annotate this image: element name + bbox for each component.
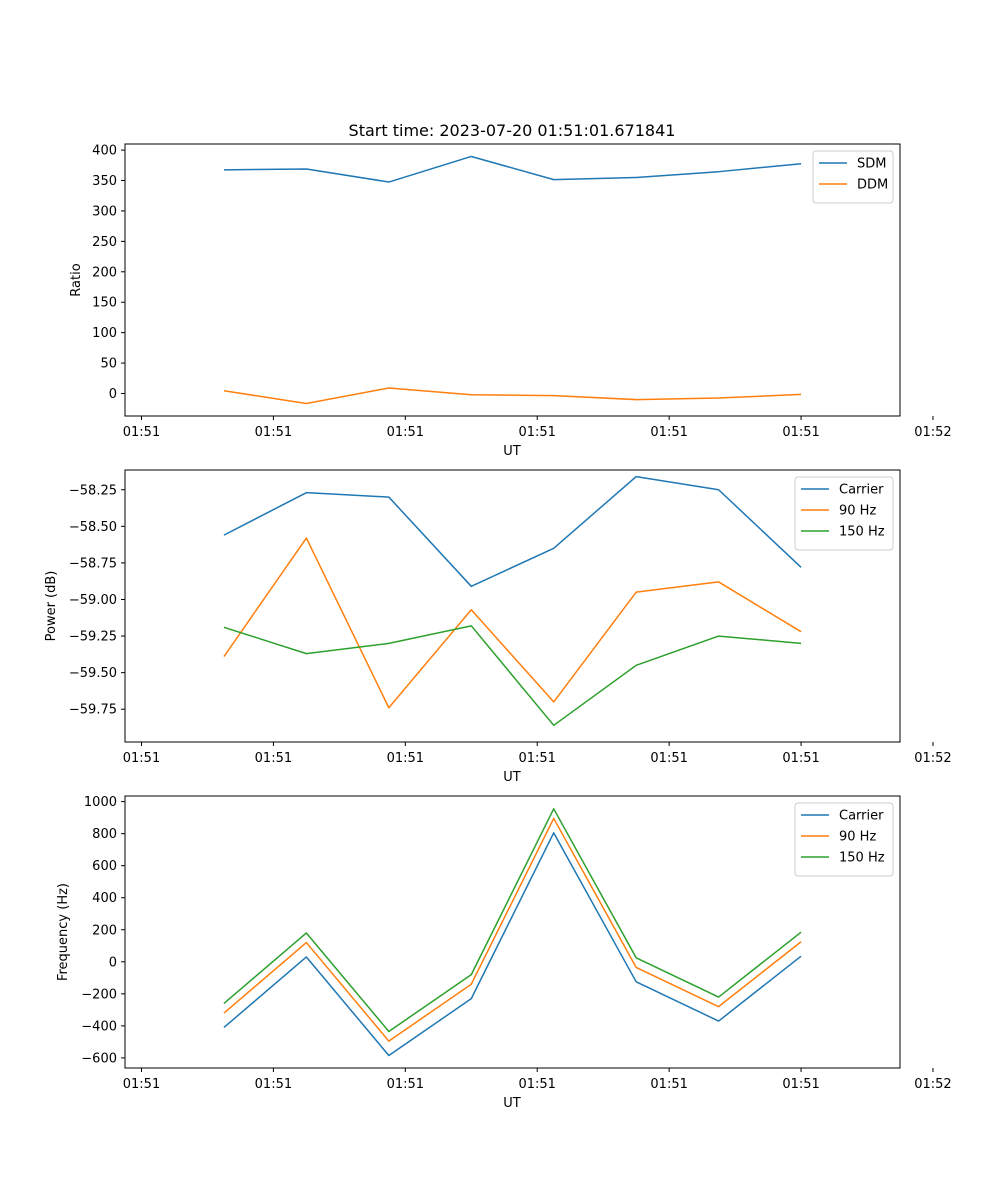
y-tick-label: −58.25	[69, 483, 117, 498]
x-axis-label: UT	[503, 444, 521, 459]
chart-2: 01:51 01:51 01:51 01:51 01:51 01:51 01:52 −59.7…	[44, 469, 952, 785]
y-tick-label: 400	[92, 144, 117, 159]
axes-frame	[124, 795, 901, 1069]
legend-label: SDM	[857, 157, 886, 172]
x-tick-label: 01:51	[518, 751, 555, 766]
x-tick-label: 01:51	[782, 751, 819, 766]
y-tick-label: 0	[109, 387, 117, 402]
series-line-sdm	[223, 155, 802, 183]
y-tick-label: −59.75	[69, 703, 117, 718]
x-tick-label: 01:51	[123, 1077, 160, 1092]
y-tick-label: 300	[92, 204, 117, 219]
x-tick-label: 01:51	[650, 425, 687, 440]
legend-label: Carrier	[839, 809, 884, 824]
y-tick-label: 200	[92, 265, 117, 280]
series-line-150-hz	[223, 808, 802, 1033]
y-tick-label: 0	[109, 955, 117, 970]
y-tick-label: −58.75	[69, 556, 117, 571]
series-line-carrier	[223, 475, 802, 588]
legend: SDM DDM	[812, 150, 894, 204]
x-tick-label: 01:51	[650, 1077, 687, 1092]
legend-label: Carrier	[839, 483, 884, 498]
y-tick-label: 350	[92, 174, 117, 189]
series-line-ddm	[223, 387, 802, 405]
legend-label: 150 Hz	[839, 851, 885, 866]
x-tick-label: 01:51	[255, 425, 292, 440]
x-tick-label: 01:51	[255, 751, 292, 766]
x-tick-label: 01:51	[387, 1077, 424, 1092]
y-tick-label: 600	[92, 859, 117, 874]
legend-label: DDM	[857, 178, 888, 193]
chart-1: 01:51 01:51 01:51 01:51 01:51 01:51 01:52 0 50 10…	[69, 143, 952, 459]
y-tick-label: 1000	[84, 795, 117, 810]
x-axis-label: UT	[503, 1096, 521, 1111]
x-tick-label: 01:51	[387, 425, 424, 440]
chart-3: 01:51 01:51 01:51 01:51 01:51 01:51 01:52 −600 −…	[56, 795, 952, 1111]
y-axis-label: Frequency (Hz)	[56, 883, 71, 981]
y-tick-label: 100	[92, 326, 117, 341]
y-tick-label: −59.00	[69, 593, 117, 608]
y-tick-label: −59.50	[69, 666, 117, 681]
y-axis-label: Ratio	[69, 263, 84, 296]
y-tick-label: −600	[81, 1051, 117, 1066]
figure-title: Start time: 2023-07-20 01:51:01.671841	[349, 121, 676, 140]
legend-box	[812, 150, 894, 204]
legend-label: 90 Hz	[839, 504, 876, 519]
y-tick-label: −400	[81, 1019, 117, 1034]
x-axis-label: UT	[503, 770, 521, 785]
y-tick-label: 400	[92, 891, 117, 906]
x-tick-label: 01:52	[914, 751, 951, 766]
y-tick-label: 200	[92, 923, 117, 938]
series-line-carrier	[223, 832, 802, 1057]
x-tick-label: 01:51	[518, 1077, 555, 1092]
y-tick-label: 150	[92, 296, 117, 311]
series-line-90-hz	[223, 537, 802, 709]
series-line-150-hz	[223, 625, 802, 727]
x-tick-label: 01:52	[914, 1077, 951, 1092]
legend-label: 150 Hz	[839, 525, 885, 540]
y-tick-label: −59.25	[69, 630, 117, 645]
x-tick-label: 01:51	[123, 425, 160, 440]
x-tick-label: 01:51	[387, 751, 424, 766]
y-tick-label: 50	[100, 357, 117, 372]
y-tick-label: 800	[92, 827, 117, 842]
x-tick-label: 01:51	[123, 751, 160, 766]
x-tick-label: 01:51	[782, 1077, 819, 1092]
y-tick-label: −58.50	[69, 520, 117, 535]
legend-label: 90 Hz	[839, 830, 876, 845]
y-tick-label: 250	[92, 235, 117, 250]
series-line-90-hz	[223, 817, 802, 1042]
axes-frame	[124, 143, 901, 417]
x-tick-label: 01:51	[255, 1077, 292, 1092]
legend: Carrier 90 Hz 150 Hz	[794, 802, 894, 877]
x-tick-label: 01:51	[518, 425, 555, 440]
x-tick-label: 01:51	[650, 751, 687, 766]
axes-frame	[124, 469, 901, 743]
legend: Carrier 90 Hz 150 Hz	[794, 476, 894, 551]
x-tick-label: 01:51	[782, 425, 819, 440]
y-axis-label: Power (dB)	[44, 571, 59, 642]
x-tick-label: 01:52	[914, 425, 951, 440]
plots-container: 01:51 01:51 01:51 01:51 01:51 01:51 01:52 0 50 10…	[44, 143, 952, 1111]
y-tick-label: −200	[81, 987, 117, 1002]
